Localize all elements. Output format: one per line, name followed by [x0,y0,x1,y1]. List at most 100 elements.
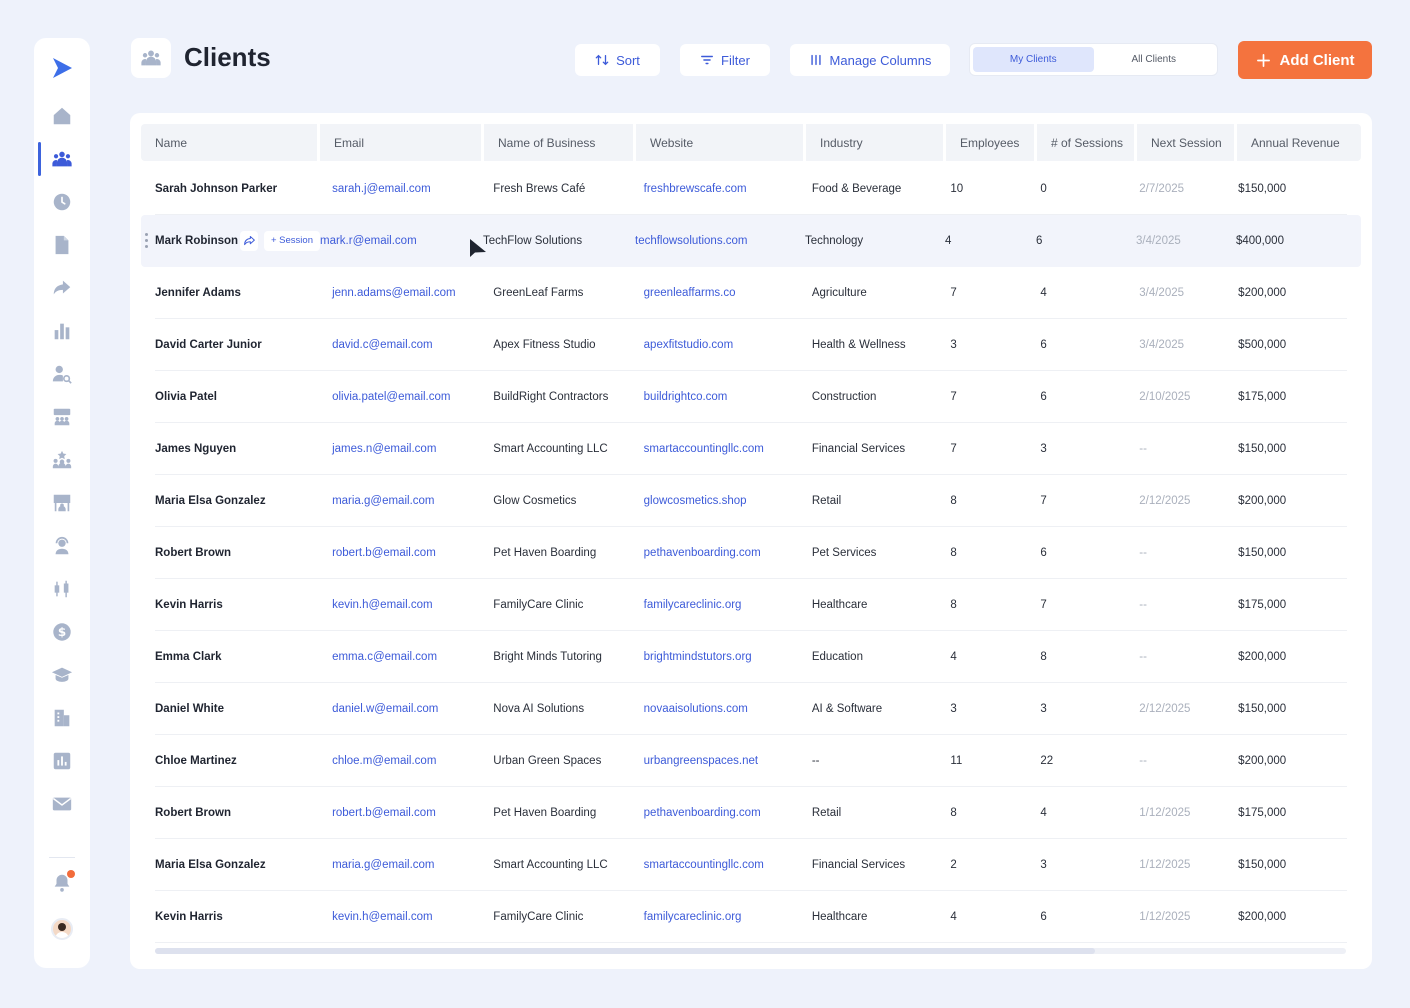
table-row[interactable]: Emma Clark emma.c@email.com Bright Minds T… [155,631,1347,683]
table-row[interactable]: Kevin Harris kevin.h@email.com FamilyCare … [155,891,1347,943]
scrollbar-thumb[interactable] [155,948,1095,954]
column-header[interactable]: # of Sessions [1037,124,1134,161]
annual-revenue: $175,000 [1238,598,1287,611]
employees: 7 [950,286,957,299]
column-header[interactable]: Name [141,124,317,161]
sidebar-item-clients[interactable] [34,137,90,180]
sidebar-item-clock[interactable] [34,180,90,223]
sidebar-item-bar-chart[interactable] [34,309,90,352]
client-email[interactable]: robert.b@email.com [332,546,436,559]
client-name-label: Olivia Patel [155,390,218,403]
client-email[interactable]: robert.b@email.com [332,806,436,819]
industry: AI & Software [811,702,883,715]
table-row[interactable]: Kevin Harris kevin.h@email.com FamilyCare … [155,579,1347,631]
client-email[interactable]: maria.g@email.com [332,858,435,871]
client-email[interactable]: kevin.h@email.com [332,910,433,923]
website-link[interactable]: urbangreenspaces.net [643,754,759,767]
sidebar-item-home[interactable] [34,94,90,137]
website-link[interactable]: buildrightco.com [643,390,728,403]
website-link[interactable]: smartaccountingllc.com [643,442,764,455]
session-count: 3 [1040,442,1047,455]
client-email[interactable]: sarah.j@email.com [332,182,431,195]
sidebar-item-share[interactable] [34,266,90,309]
sort-button[interactable]: Sort [575,44,660,76]
add-session-button[interactable]: + Session [264,230,320,251]
column-header[interactable]: Next Session [1137,124,1234,161]
client-email[interactable]: jenn.adams@email.com [332,286,456,299]
website-link[interactable]: novaaisolutions.com [643,702,748,715]
table-row[interactable]: James Nguyen james.n@email.com Smart Accou… [155,423,1347,475]
column-header[interactable]: Email [320,124,481,161]
client-name: Mark Robinson + Session [155,230,320,251]
table-row[interactable]: Chloe Martinez chloe.m@email.com Urban Gre… [155,735,1347,787]
website-link[interactable]: smartaccountingllc.com [643,858,764,871]
table-row[interactable]: Robert Brown robert.b@email.com Pet Haven … [155,787,1347,839]
sidebar-item-user-support[interactable] [34,524,90,567]
all-clients-tab[interactable]: All Clients [1131,54,1176,65]
website-link[interactable]: pethavenboarding.com [643,546,761,559]
session-count: 22 [1040,754,1054,767]
column-header[interactable]: Industry [806,124,943,161]
website-link[interactable]: greenleaffarms.co [643,286,736,299]
my-clients-tab[interactable]: My Clients [973,47,1094,72]
sidebar: $ [34,38,90,968]
table-row[interactable]: Sarah Johnson Parker sarah.j@email.com Fre… [155,163,1347,215]
table-row[interactable]: Maria Elsa Gonzalez maria.g@email.com Glow… [155,475,1347,527]
client-email[interactable]: daniel.w@email.com [332,702,439,715]
drag-handle-icon[interactable] [145,233,148,249]
sidebar-item-dollar[interactable]: $ [34,610,90,653]
website-link[interactable]: freshbrewscafe.com [643,182,747,195]
sidebar-item-document[interactable] [34,223,90,266]
notifications-icon[interactable] [51,870,75,894]
table-row[interactable]: Daniel White daniel.w@email.com Nova AI So… [155,683,1347,735]
filter-button[interactable]: Filter [680,44,770,76]
client-name-label: Kevin Harris [155,910,223,923]
table-row[interactable]: Mark Robinson + Session mark.r@email.com Te… [141,215,1361,267]
industry: Healthcare [811,598,868,611]
sidebar-item-mail[interactable] [34,782,90,825]
table-row[interactable]: David Carter Junior david.c@email.com Apex… [155,319,1347,371]
avatar[interactable] [51,918,73,940]
sidebar-item-graduation-cap[interactable] [34,653,90,696]
client-email[interactable]: maria.g@email.com [332,494,435,507]
horizontal-scrollbar[interactable] [155,948,1346,954]
sidebar-item-team-star[interactable] [34,438,90,481]
client-name: Daniel White [155,703,332,715]
sidebar-item-user-search[interactable] [34,352,90,395]
logo-icon[interactable] [50,56,74,80]
client-email[interactable]: james.n@email.com [332,442,437,455]
client-email[interactable]: olivia.patel@email.com [332,390,451,403]
manage-columns-button[interactable]: Manage Columns [790,44,950,76]
column-header[interactable]: Employees [946,124,1034,161]
website-link[interactable]: pethavenboarding.com [643,806,761,819]
table-row[interactable]: Maria Elsa Gonzalez maria.g@email.com Smar… [155,839,1347,891]
client-email[interactable]: chloe.m@email.com [332,754,437,767]
table-row[interactable]: Jennifer Adams jenn.adams@email.com GreenL… [155,267,1347,319]
add-client-button[interactable]: Add Client [1238,41,1372,79]
website-link[interactable]: glowcosmetics.shop [643,494,747,507]
website-link[interactable]: familycareclinic.org [643,598,742,611]
client-email[interactable]: mark.r@email.com [320,234,417,247]
client-email[interactable]: david.c@email.com [332,338,433,351]
website-link[interactable]: techflowsolutions.com [635,234,748,247]
client-email[interactable]: kevin.h@email.com [332,598,433,611]
table-row[interactable]: Robert Brown robert.b@email.com Pet Haven … [155,527,1347,579]
client-name: Maria Elsa Gonzalez [155,495,332,507]
share-client-button[interactable] [240,230,258,251]
website-link[interactable]: familycareclinic.org [643,910,742,923]
sidebar-item-team-board[interactable] [34,395,90,438]
table-row[interactable]: Olivia Patel olivia.patel@email.com BuildR… [155,371,1347,423]
column-header[interactable]: Name of Business [484,124,633,161]
website-link[interactable]: apexfitstudio.com [643,338,734,351]
website-link[interactable]: brightmindstutors.org [643,650,752,663]
client-email[interactable]: emma.c@email.com [332,650,438,663]
sidebar-item-candlestick[interactable] [34,567,90,610]
column-header[interactable]: Website [636,124,803,161]
sidebar-item-building[interactable] [34,696,90,739]
annual-revenue: $175,000 [1238,390,1287,403]
industry: Pet Services [811,546,877,559]
sidebar-item-report[interactable] [34,739,90,782]
sidebar-item-presentation[interactable] [34,481,90,524]
column-header[interactable]: Annual Revenue [1237,124,1361,161]
annual-revenue: $200,000 [1238,650,1287,663]
